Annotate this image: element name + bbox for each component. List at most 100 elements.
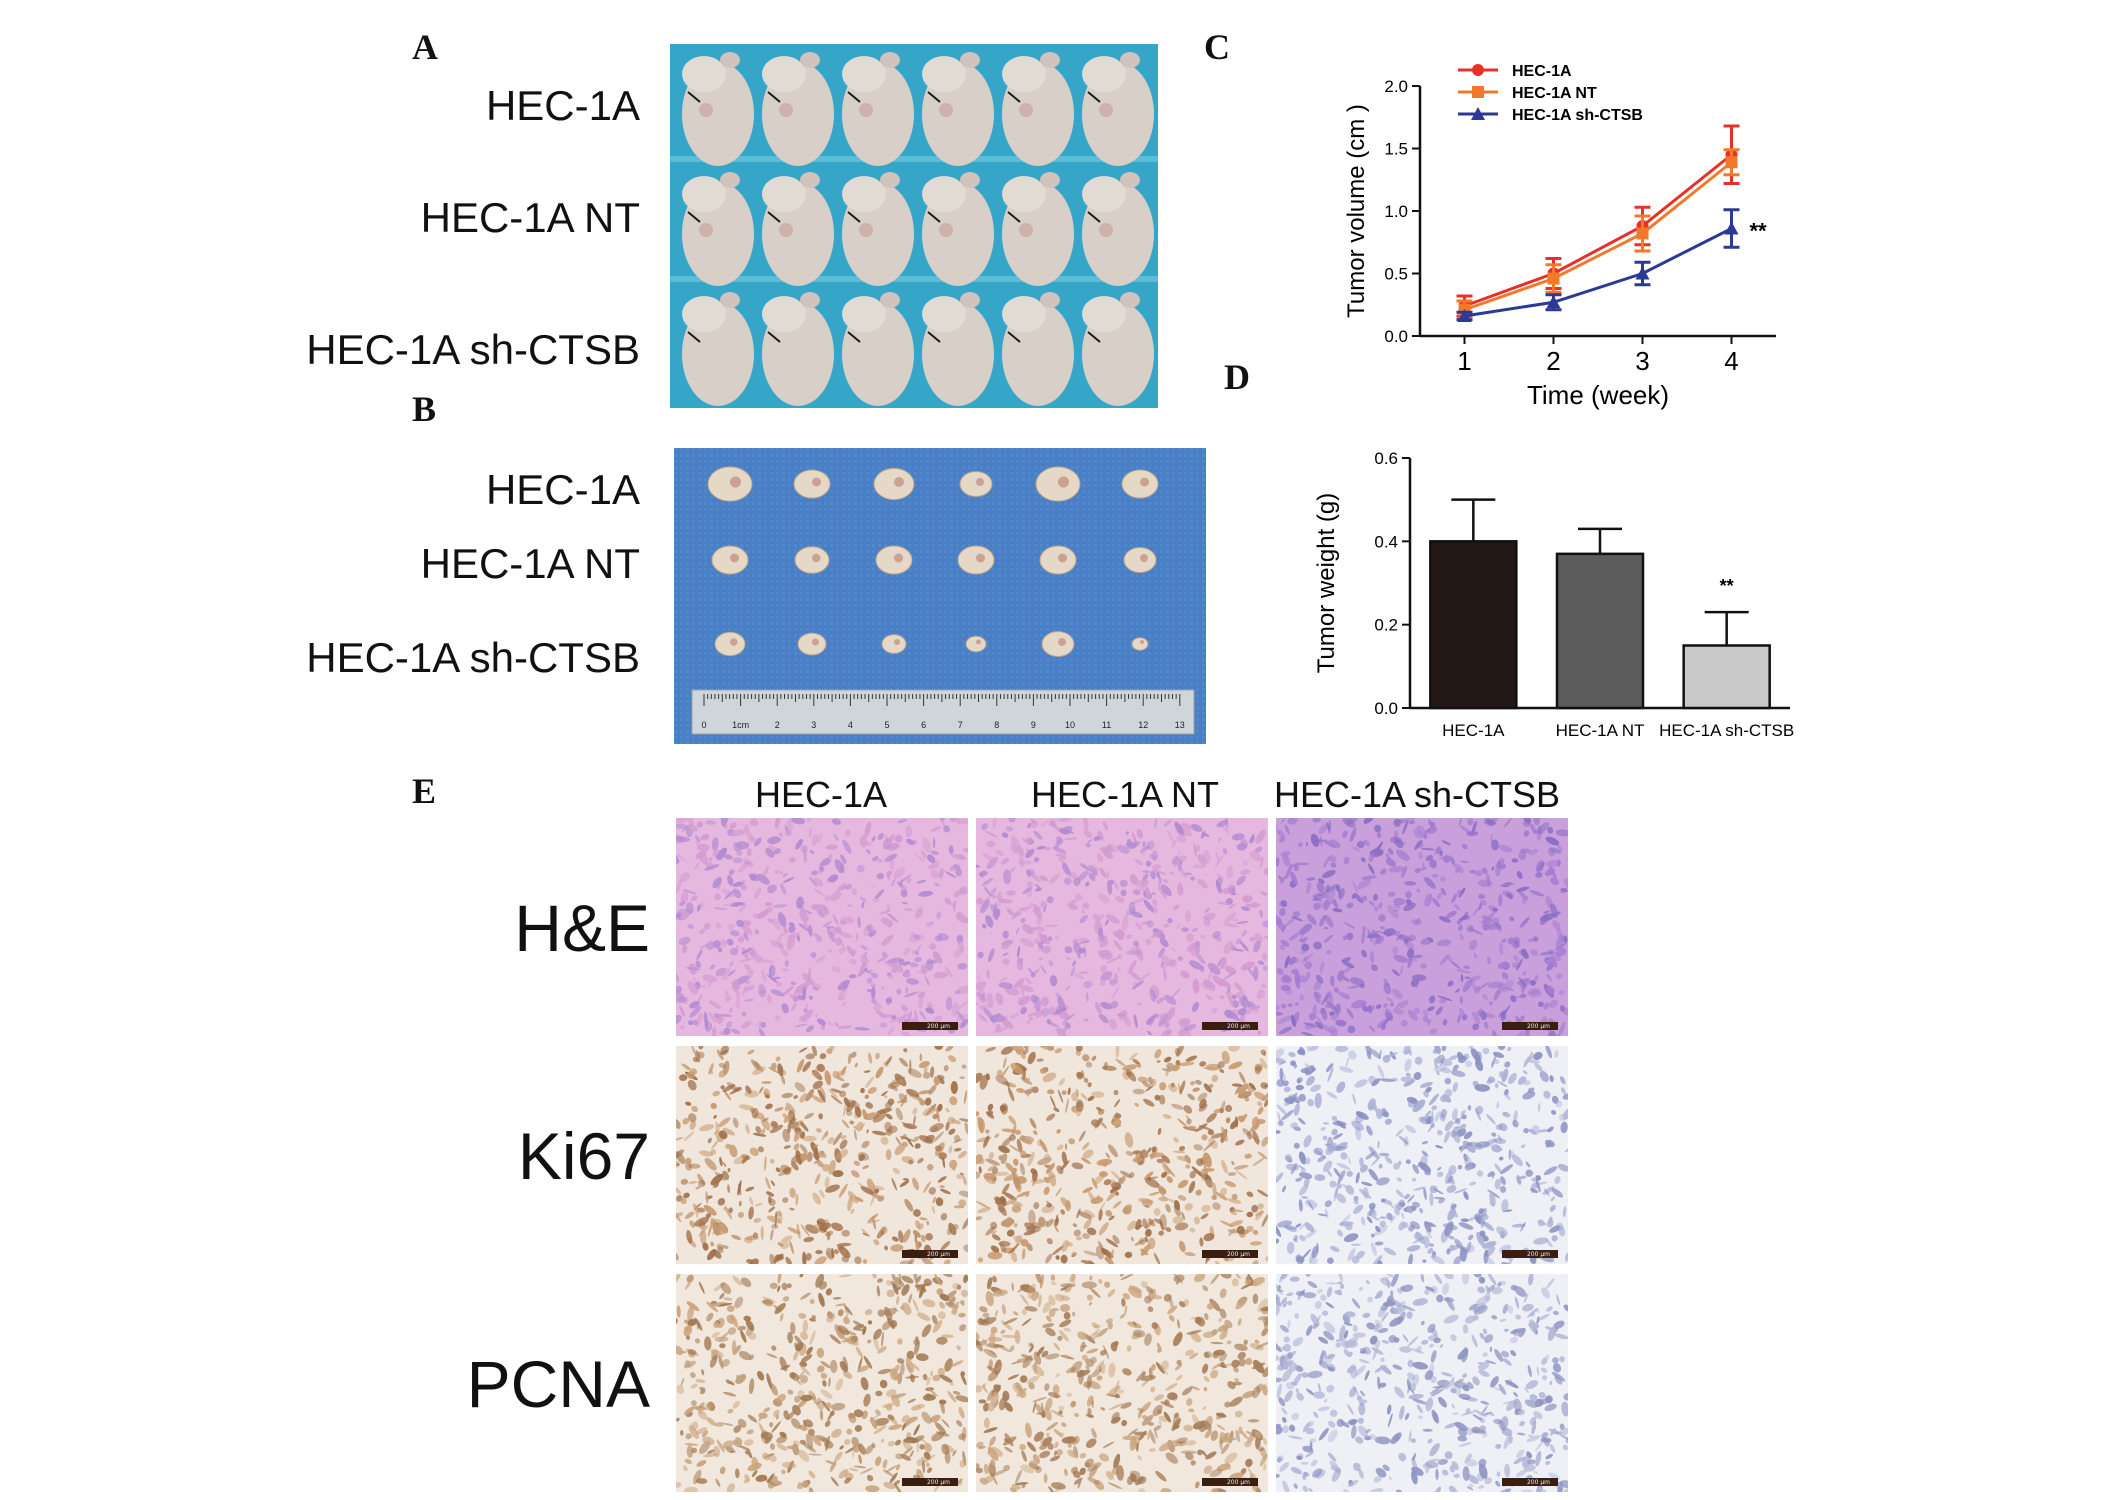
- cell: [694, 1338, 701, 1344]
- cell: [714, 1129, 718, 1136]
- cell: [938, 1399, 947, 1405]
- cell: [676, 974, 680, 983]
- cell: [899, 1057, 909, 1067]
- mouse: [1002, 292, 1074, 406]
- cell: [948, 1128, 956, 1135]
- cell: [962, 1176, 967, 1186]
- cell: [1022, 1355, 1033, 1369]
- cell: [1099, 940, 1109, 948]
- cell: [1065, 1098, 1069, 1114]
- cell: [1251, 1204, 1259, 1213]
- cell: [983, 1463, 990, 1475]
- cell: [698, 1386, 706, 1391]
- cell: [1416, 888, 1421, 893]
- cell: [1506, 1400, 1517, 1411]
- cell: [1549, 1444, 1556, 1453]
- cell: [1318, 1427, 1329, 1441]
- bar: [1555, 552, 1645, 710]
- cell: [1549, 1204, 1556, 1212]
- cell: [1151, 864, 1162, 870]
- cell: [808, 1487, 814, 1492]
- cell: [1255, 1005, 1260, 1010]
- cell: [1284, 1224, 1297, 1233]
- cell: [1393, 908, 1400, 913]
- cell: [793, 1095, 799, 1099]
- cell: [1480, 1011, 1487, 1021]
- cell: [1175, 1444, 1184, 1447]
- cell: [686, 1274, 694, 1283]
- cell: [1257, 1106, 1264, 1115]
- cell: [963, 1090, 968, 1105]
- cell: [1255, 1341, 1268, 1349]
- cell: [1180, 970, 1190, 979]
- cell: [1454, 1421, 1468, 1431]
- cell: [1053, 1429, 1063, 1437]
- cell: [945, 1046, 954, 1052]
- cell: [1048, 1295, 1056, 1306]
- cell: [1280, 1003, 1287, 1009]
- cell: [850, 1208, 855, 1214]
- cell: [1130, 1473, 1137, 1483]
- cell: [1061, 1436, 1077, 1444]
- cell: [1079, 1453, 1087, 1459]
- cell: [706, 1301, 719, 1313]
- legend-label: HEC-1A NT: [1512, 85, 1597, 102]
- cell: [697, 904, 701, 912]
- cell: [808, 827, 812, 839]
- cell: [676, 996, 688, 1003]
- cell: [861, 1140, 870, 1149]
- cell: [1282, 1185, 1287, 1193]
- cell: [1413, 1072, 1422, 1080]
- cell: [1393, 1162, 1400, 1170]
- cell: [1054, 935, 1059, 940]
- cell: [1245, 903, 1258, 908]
- y-tick-label: 0.6: [1374, 449, 1398, 468]
- cell: [1489, 1346, 1493, 1353]
- cell: [1457, 1164, 1463, 1170]
- cell: [1349, 827, 1357, 843]
- cell: [1312, 1004, 1318, 1017]
- mouse: [762, 172, 834, 286]
- cell: [825, 1402, 832, 1409]
- panel-letter-e: E: [412, 771, 437, 811]
- mouse-ear: [1120, 292, 1140, 308]
- cell: [1553, 1034, 1559, 1036]
- cell: [1323, 1160, 1333, 1173]
- cell: [873, 1328, 882, 1340]
- cell: [1004, 1446, 1013, 1453]
- cell: [1508, 1072, 1517, 1085]
- cell: [1407, 1009, 1418, 1022]
- cell: [1478, 1208, 1488, 1218]
- cell: [960, 1018, 968, 1028]
- cell: [931, 1205, 936, 1214]
- cell: [849, 1120, 855, 1125]
- cell: [763, 1407, 771, 1413]
- cell: [787, 1227, 801, 1235]
- cell: [1163, 968, 1167, 981]
- cell: [1094, 1002, 1102, 1015]
- cell: [1240, 838, 1249, 848]
- cell: [1478, 1369, 1490, 1377]
- cell: [811, 833, 818, 846]
- cell: [1001, 1320, 1013, 1331]
- cell: [1450, 1203, 1457, 1210]
- y-tick-label: 0.0: [1384, 327, 1408, 346]
- cell: [916, 879, 927, 884]
- cell: [1276, 1012, 1280, 1016]
- data-point: [1457, 309, 1472, 322]
- cell: [1439, 1343, 1444, 1348]
- cell: [1310, 1084, 1322, 1092]
- cell: [1385, 1012, 1394, 1021]
- cell: [1082, 1142, 1090, 1150]
- cell: [1305, 841, 1309, 847]
- cell: [1456, 1128, 1467, 1137]
- cell: [987, 1165, 997, 1172]
- cell: [1339, 1066, 1354, 1073]
- cell: [1421, 1141, 1429, 1145]
- cell: [1420, 1274, 1425, 1283]
- cell: [824, 894, 830, 902]
- cell: [1096, 1328, 1108, 1338]
- cell: [1161, 1154, 1171, 1164]
- cell: [956, 818, 960, 825]
- cell: [1453, 1188, 1468, 1194]
